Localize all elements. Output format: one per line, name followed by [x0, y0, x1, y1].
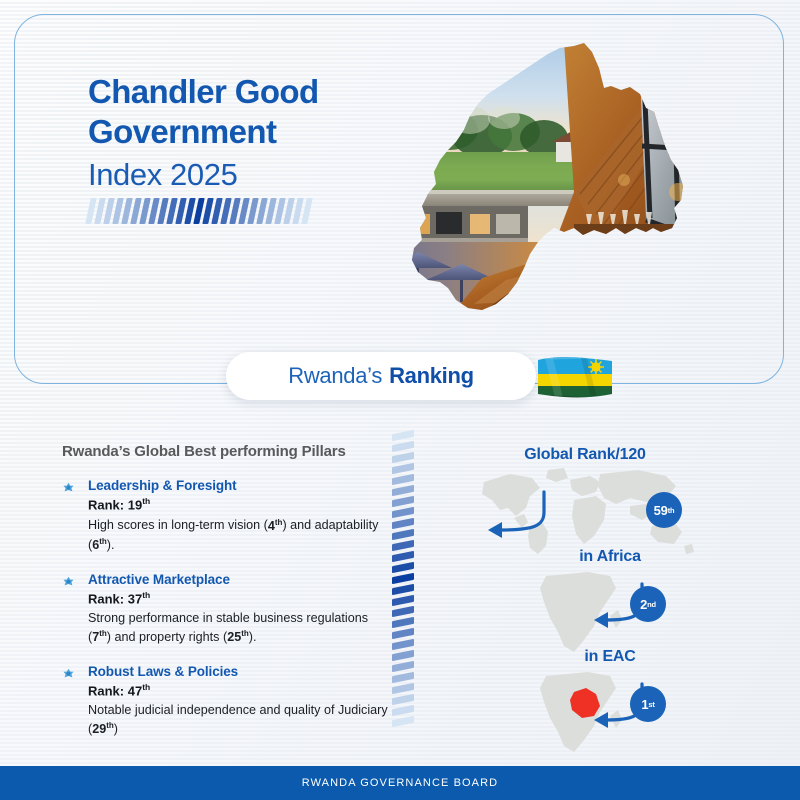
- pillar-rank-value: 47: [127, 683, 143, 699]
- footer-bar: RWANDA GOVERNANCE BOARD: [0, 766, 800, 800]
- bar-rule-tick: [392, 715, 414, 728]
- pillar-rank-suffix: th: [142, 589, 151, 600]
- pillar-title: Leadership & Foresight: [88, 478, 237, 494]
- rwanda-map-photo: [378, 42, 708, 314]
- bar-rule-tick: [392, 451, 414, 464]
- star-bullet-icon: [62, 576, 75, 589]
- ranking-label-eac: in EAC: [584, 648, 636, 665]
- star-bullet-icon: [62, 482, 75, 495]
- rwanda-ranking-banner: Rwanda’s Ranking: [226, 352, 536, 400]
- pillar-rank: Rank: 19th: [88, 495, 392, 515]
- banner-emphasis: Ranking: [389, 363, 474, 388]
- pillars-section: Rwanda’s Global Best performing Pillars …: [62, 442, 392, 755]
- pillar-rank: Rank: 37th: [88, 589, 392, 609]
- eac-highlight-region: [570, 688, 600, 718]
- pillar-rank-suffix: th: [142, 496, 151, 507]
- bar-rule-tick: [392, 605, 414, 618]
- bar-rule-tick: [392, 704, 414, 717]
- pillars-heading: Rwanda’s Global Best performing Pillars: [62, 443, 346, 460]
- rank-badge-value-global: 59: [653, 502, 668, 518]
- rank-badge-suffix-africa: nd: [647, 599, 656, 609]
- bar-rule-tick: [392, 462, 414, 475]
- title-line-1: Chandler Good: [88, 73, 319, 110]
- bar-rule-tick: [392, 638, 414, 651]
- pillar-title: Robust Laws & Policies: [88, 663, 239, 679]
- bar-rule-tick: [392, 484, 414, 497]
- bar-rule-tick: [392, 627, 414, 640]
- pillar-description: High scores in long-term vision (4th) an…: [88, 517, 379, 552]
- bar-rule-tick: [392, 429, 414, 442]
- bar-rule-tick: [392, 506, 414, 519]
- pillar-description: Notable judicial independence and qualit…: [88, 703, 388, 737]
- bar-rule-tick: [392, 671, 414, 684]
- bar-rule-tick: [392, 649, 414, 662]
- pillar-item: Leadership & Foresight Rank: 19th High sco…: [62, 477, 392, 555]
- pillar-rank-value: 19: [127, 497, 143, 513]
- ranking-block-global: Global Rank/120: [470, 446, 700, 556]
- pillar-rank-value: 37: [127, 591, 143, 607]
- bar-rule-tick: [392, 682, 414, 695]
- pillar-rank: Rank: 47th: [88, 681, 392, 701]
- bar-rule-tick: [392, 561, 414, 574]
- title-line-3: Index 2025: [88, 156, 238, 192]
- rank-badge-suffix-global: th: [667, 505, 675, 515]
- star-bullet-icon: [62, 668, 75, 681]
- bar-rule-tick: [392, 528, 414, 541]
- bar-rule-tick: [392, 550, 414, 563]
- rank-badge-suffix-eac: st: [648, 699, 655, 709]
- rank-badge-value-eac: 1: [641, 696, 649, 712]
- pillar-rank-label: Rank:: [88, 591, 125, 607]
- bar-rule-tick: [392, 616, 414, 629]
- bar-rule-tick: [392, 495, 414, 508]
- bar-rule-tick: [392, 473, 414, 486]
- rank-badge-value-africa: 2: [640, 596, 648, 612]
- pillar-item: Attractive Marketplace Rank: 37th Strong p…: [62, 571, 392, 647]
- bar-rule-tick: [392, 539, 414, 552]
- pillar-title: Attractive Marketplace: [88, 571, 230, 587]
- rwanda-flag-icon: [534, 354, 616, 402]
- footer-text: RWANDA GOVERNANCE BOARD: [301, 777, 499, 789]
- bar-rule-tick: [392, 583, 414, 596]
- ranking-label-africa: in Africa: [579, 548, 641, 565]
- pillar-rank-label: Rank:: [88, 497, 125, 513]
- bar-rule-tick: [392, 594, 414, 607]
- bar-rule-tick: [392, 693, 414, 706]
- pillar-rank-label: Rank:: [88, 683, 125, 699]
- banner-prefix: Rwanda’s: [288, 363, 383, 388]
- bar-rule-tick: [392, 440, 414, 453]
- ranking-label-global: Global Rank/120: [524, 446, 646, 463]
- bar-rule-tick: [392, 517, 414, 530]
- decorative-bar-rule-horizontal: [85, 198, 313, 224]
- pillar-rank-suffix: th: [142, 682, 151, 693]
- pillars-list: Leadership & Foresight Rank: 19th High sco…: [62, 477, 392, 739]
- bar-rule-tick: [392, 572, 414, 585]
- pillar-item: Robust Laws & Policies Rank: 47th Notable …: [62, 663, 392, 739]
- page-title: Chandler Good Government Index 2025: [88, 72, 418, 195]
- bar-rule-tick: [392, 660, 414, 673]
- pillar-description: Strong performance in stable business re…: [88, 611, 369, 645]
- decorative-bar-rule-vertical: [392, 429, 414, 728]
- arrow-to-badge-global: [472, 490, 552, 544]
- title-line-2: Government: [88, 113, 277, 151]
